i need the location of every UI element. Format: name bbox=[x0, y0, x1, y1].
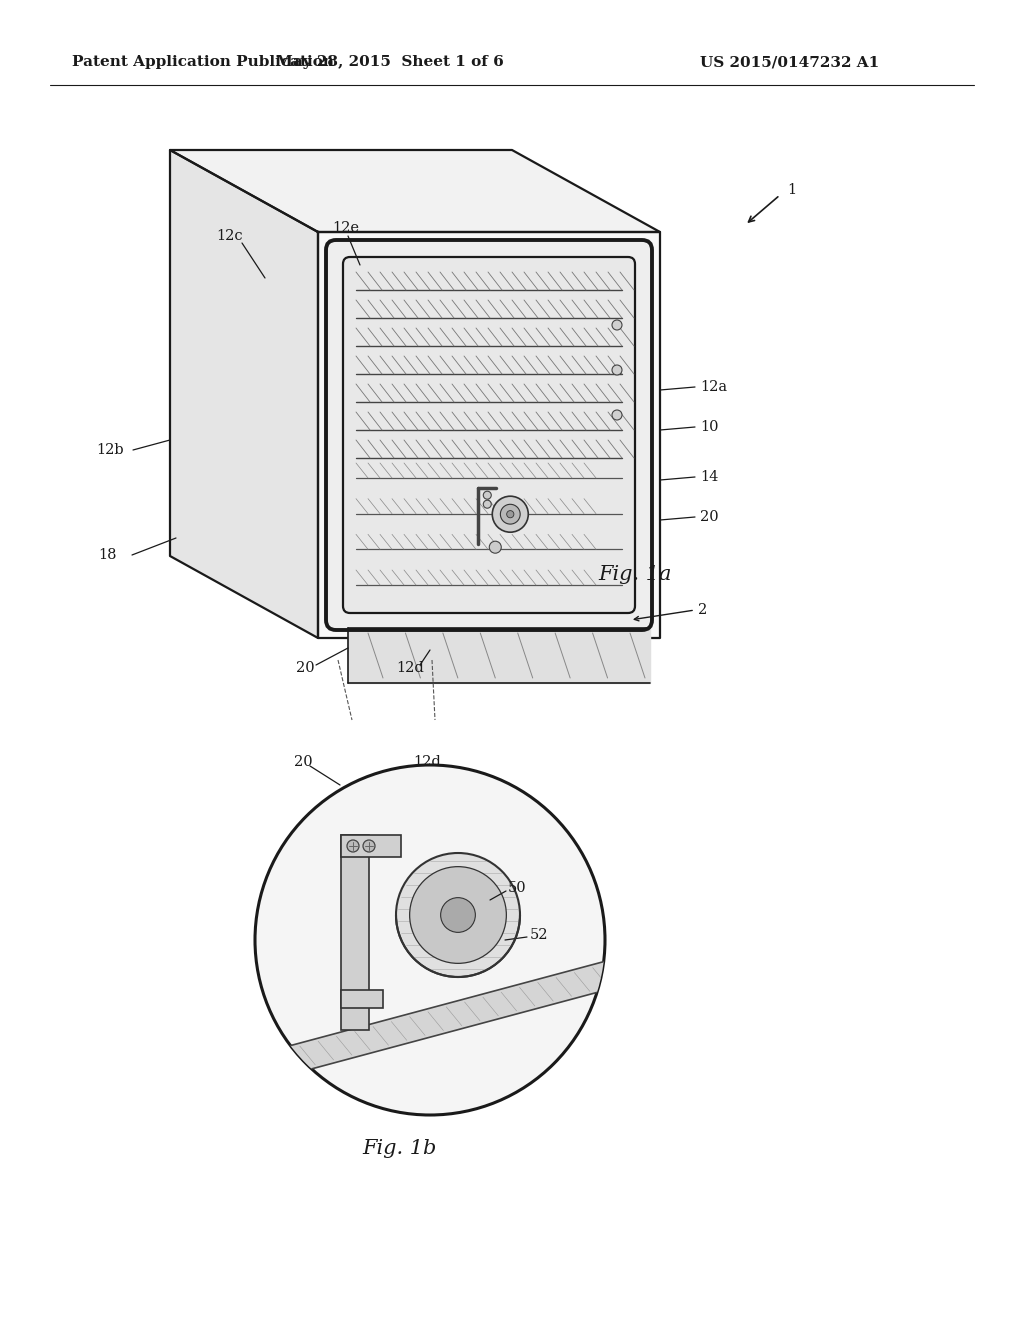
Circle shape bbox=[440, 898, 475, 932]
Text: 20: 20 bbox=[296, 661, 314, 675]
Text: 12b: 12b bbox=[96, 444, 124, 457]
Text: 12d: 12d bbox=[413, 755, 440, 770]
Text: Patent Application Publication: Patent Application Publication bbox=[72, 55, 334, 69]
Circle shape bbox=[612, 411, 622, 420]
Polygon shape bbox=[170, 150, 318, 638]
Circle shape bbox=[612, 366, 622, 375]
FancyBboxPatch shape bbox=[326, 240, 652, 630]
Circle shape bbox=[483, 500, 492, 508]
Polygon shape bbox=[348, 628, 650, 682]
Text: 14: 14 bbox=[700, 470, 719, 484]
Polygon shape bbox=[170, 150, 660, 232]
Circle shape bbox=[410, 867, 506, 964]
Circle shape bbox=[347, 840, 359, 851]
Circle shape bbox=[501, 504, 520, 524]
Circle shape bbox=[489, 541, 502, 553]
Circle shape bbox=[483, 491, 492, 499]
Text: 12a: 12a bbox=[700, 380, 727, 393]
Text: 10: 10 bbox=[700, 420, 719, 434]
Circle shape bbox=[255, 766, 605, 1115]
Text: May 28, 2015  Sheet 1 of 6: May 28, 2015 Sheet 1 of 6 bbox=[276, 55, 504, 69]
Text: 20: 20 bbox=[294, 755, 312, 770]
Text: 2: 2 bbox=[698, 603, 708, 616]
Circle shape bbox=[396, 853, 520, 977]
Bar bbox=[341, 836, 401, 857]
Text: Fig. 1b: Fig. 1b bbox=[362, 1138, 437, 1158]
Bar bbox=[341, 836, 369, 1030]
Polygon shape bbox=[318, 232, 660, 638]
Text: 20: 20 bbox=[700, 510, 719, 524]
Text: 1: 1 bbox=[787, 183, 796, 197]
Bar bbox=[341, 990, 383, 1008]
Circle shape bbox=[362, 840, 375, 851]
Text: 12c: 12c bbox=[217, 228, 244, 243]
Text: US 2015/0147232 A1: US 2015/0147232 A1 bbox=[700, 55, 880, 69]
Bar bbox=[243, 954, 637, 1085]
Text: 52: 52 bbox=[530, 928, 549, 942]
FancyBboxPatch shape bbox=[343, 257, 635, 612]
Text: 12e: 12e bbox=[333, 220, 359, 235]
Text: 12d: 12d bbox=[396, 661, 424, 675]
Circle shape bbox=[507, 511, 514, 517]
Text: 50: 50 bbox=[508, 880, 526, 895]
Text: 18: 18 bbox=[98, 548, 118, 562]
Text: Fig. 1a: Fig. 1a bbox=[598, 565, 672, 585]
Circle shape bbox=[493, 496, 528, 532]
Circle shape bbox=[612, 319, 622, 330]
